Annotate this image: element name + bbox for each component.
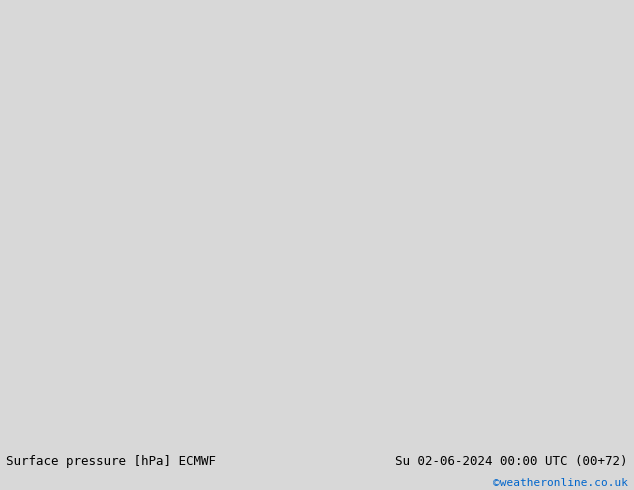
Text: ©weatheronline.co.uk: ©weatheronline.co.uk xyxy=(493,478,628,489)
Text: Surface pressure [hPa] ECMWF: Surface pressure [hPa] ECMWF xyxy=(6,455,216,468)
Text: Su 02-06-2024 00:00 UTC (00+72): Su 02-06-2024 00:00 UTC (00+72) xyxy=(395,455,628,468)
